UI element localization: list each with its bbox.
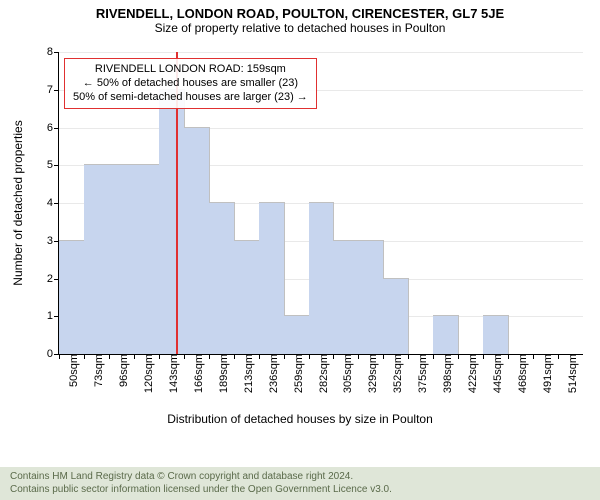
xtick-mark bbox=[259, 354, 260, 359]
xtick-label: 398sqm bbox=[439, 354, 454, 393]
xtick-label: 329sqm bbox=[364, 354, 379, 393]
xtick-mark bbox=[184, 354, 185, 359]
bar bbox=[134, 164, 160, 354]
xtick-label: 189sqm bbox=[215, 354, 230, 393]
xtick-label: 213sqm bbox=[240, 354, 255, 393]
xtick-label: 514sqm bbox=[564, 354, 579, 393]
xtick-label: 375sqm bbox=[414, 354, 429, 393]
chart-legend: RIVENDELL LONDON ROAD: 159sqm ← 50% of d… bbox=[64, 58, 317, 109]
ytick-label: 1 bbox=[47, 310, 59, 322]
bar bbox=[84, 164, 110, 354]
xtick-mark bbox=[358, 354, 359, 359]
xtick-label: 236sqm bbox=[265, 354, 280, 393]
xtick-mark bbox=[383, 354, 384, 359]
bar bbox=[284, 315, 310, 354]
xtick-mark bbox=[159, 354, 160, 359]
xtick-mark bbox=[284, 354, 285, 359]
ytick-label: 8 bbox=[47, 46, 59, 58]
xtick-label: 282sqm bbox=[315, 354, 330, 393]
xtick-mark bbox=[333, 354, 334, 359]
ytick-label: 2 bbox=[47, 273, 59, 285]
xtick-label: 352sqm bbox=[389, 354, 404, 393]
page-subtitle: Size of property relative to detached ho… bbox=[0, 21, 600, 35]
legend-line-2: ← 50% of detached houses are smaller (23… bbox=[73, 77, 308, 91]
bar bbox=[234, 240, 260, 354]
xtick-mark bbox=[234, 354, 235, 359]
bar bbox=[109, 164, 135, 354]
xtick-mark bbox=[483, 354, 484, 359]
bar bbox=[309, 202, 335, 354]
xtick-mark bbox=[84, 354, 85, 359]
footer-attribution: Contains HM Land Registry data © Crown c… bbox=[0, 467, 600, 500]
ytick-label: 0 bbox=[47, 348, 59, 360]
gridline bbox=[59, 128, 583, 129]
xtick-mark bbox=[508, 354, 509, 359]
legend-line-1: RIVENDELL LONDON ROAD: 159sqm bbox=[73, 63, 308, 77]
xtick-label: 491sqm bbox=[539, 354, 554, 393]
bar bbox=[483, 315, 509, 354]
xtick-mark bbox=[309, 354, 310, 359]
xtick-label: 468sqm bbox=[514, 354, 529, 393]
xtick-label: 259sqm bbox=[290, 354, 305, 393]
y-axis-label: Number of detached properties bbox=[11, 120, 25, 285]
xtick-mark bbox=[59, 354, 60, 359]
xtick-label: 305sqm bbox=[339, 354, 354, 393]
legend-line-3: 50% of semi-detached houses are larger (… bbox=[73, 91, 308, 105]
xtick-label: 120sqm bbox=[140, 354, 155, 393]
ytick-label: 5 bbox=[47, 159, 59, 171]
ytick-label: 4 bbox=[47, 197, 59, 209]
xtick-label: 73sqm bbox=[90, 354, 105, 387]
xtick-mark bbox=[408, 354, 409, 359]
gridline bbox=[59, 52, 583, 53]
xtick-label: 50sqm bbox=[65, 354, 80, 387]
xtick-mark bbox=[533, 354, 534, 359]
xtick-label: 143sqm bbox=[165, 354, 180, 393]
bar bbox=[184, 127, 210, 355]
footer-line-2: Contains public sector information licen… bbox=[10, 484, 590, 497]
ytick-label: 3 bbox=[47, 235, 59, 247]
ytick-label: 6 bbox=[47, 122, 59, 134]
ytick-label: 7 bbox=[47, 84, 59, 96]
bar bbox=[433, 315, 459, 354]
bar bbox=[333, 240, 359, 354]
xtick-mark bbox=[209, 354, 210, 359]
xtick-mark bbox=[458, 354, 459, 359]
bar bbox=[209, 202, 235, 354]
footer-line-1: Contains HM Land Registry data © Crown c… bbox=[10, 471, 590, 484]
bar bbox=[259, 202, 285, 354]
xtick-mark bbox=[109, 354, 110, 359]
xtick-label: 422sqm bbox=[464, 354, 479, 393]
bar bbox=[159, 89, 185, 354]
xtick-mark bbox=[134, 354, 135, 359]
xtick-label: 166sqm bbox=[190, 354, 205, 393]
xtick-label: 445sqm bbox=[489, 354, 504, 393]
bar bbox=[59, 240, 85, 354]
xtick-mark bbox=[558, 354, 559, 359]
xtick-label: 96sqm bbox=[115, 354, 130, 387]
bar bbox=[358, 240, 384, 354]
page-title: RIVENDELL, LONDON ROAD, POULTON, CIRENCE… bbox=[0, 0, 600, 21]
xtick-mark bbox=[433, 354, 434, 359]
x-axis-label: Distribution of detached houses by size … bbox=[0, 412, 600, 426]
bar bbox=[383, 278, 409, 355]
